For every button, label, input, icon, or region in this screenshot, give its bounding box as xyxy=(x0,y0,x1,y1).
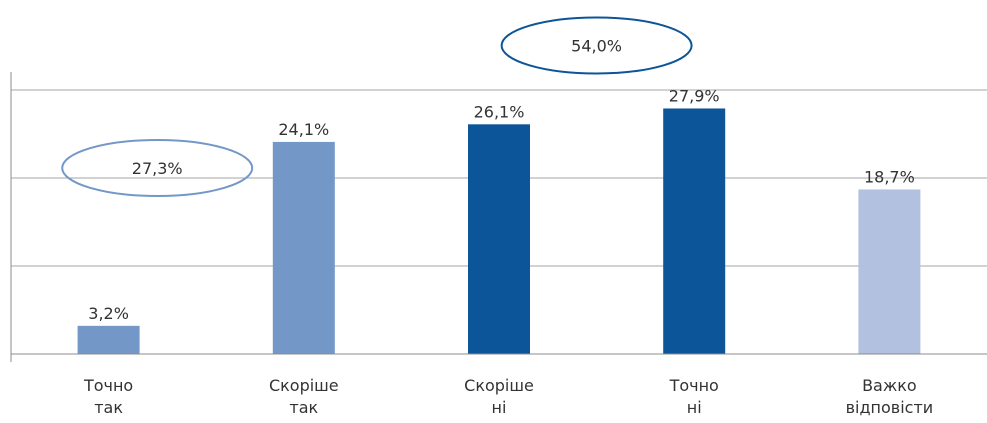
annotation-ellipse-1 xyxy=(500,16,693,75)
category-label-4-line-1: відповісти xyxy=(846,398,934,417)
bar-1 xyxy=(272,141,335,354)
data-labels: 3,2% 24,1% 26,1% 27,9% 18,7% xyxy=(88,86,915,322)
category-label-3-line-1: ні xyxy=(687,398,702,417)
bar-0 xyxy=(77,325,140,354)
category-label-2-line-0: Скоріше xyxy=(464,376,534,395)
category-label-3-line-0: Точно xyxy=(669,376,719,395)
bar-3 xyxy=(663,108,726,354)
data-label-2: 26,1% xyxy=(474,102,525,121)
annotation-label-0: 27,3% xyxy=(132,159,183,178)
bar-2 xyxy=(468,124,530,354)
category-label-1-line-1: так xyxy=(289,398,318,417)
annotations: 27,3% 54,0% xyxy=(61,16,693,197)
bars xyxy=(77,108,921,354)
category-label-0-line-1: так xyxy=(94,398,123,417)
data-label-1: 24,1% xyxy=(278,120,329,139)
category-label-1-line-0: Скоріше xyxy=(269,376,339,395)
bar-4 xyxy=(858,189,921,354)
axes xyxy=(10,72,987,362)
category-labels: Точно так Скоріше так Скоріше ні Точно ні Важко в… xyxy=(83,376,933,417)
category-label-0-line-0: Точно xyxy=(83,376,133,395)
category-label-2-line-1: ні xyxy=(492,398,507,417)
data-label-3: 27,9% xyxy=(669,86,720,105)
annotation-label-1: 54,0% xyxy=(571,36,622,55)
category-label-4-line-0: Важко xyxy=(862,376,917,395)
annotation-ellipse-0 xyxy=(61,139,254,197)
data-label-4: 18,7% xyxy=(864,167,915,186)
data-label-0: 3,2% xyxy=(88,304,129,323)
